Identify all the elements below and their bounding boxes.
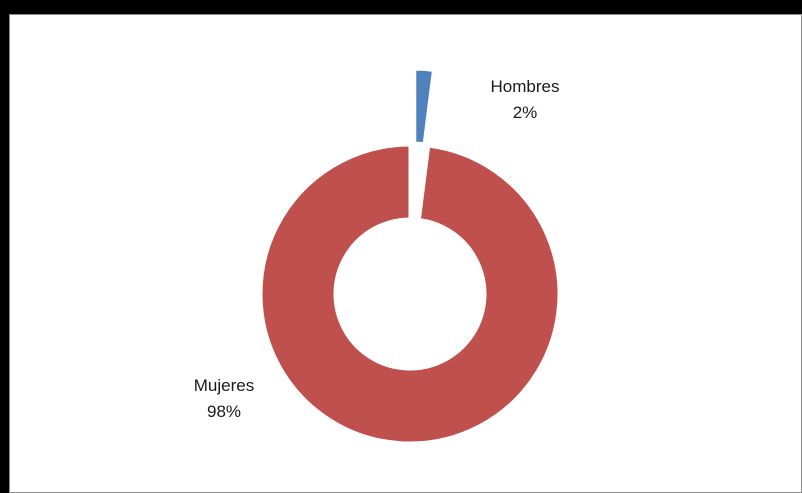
hombres-value-label: 2% bbox=[513, 103, 538, 122]
mujeres-label: Mujeres bbox=[194, 376, 254, 395]
slice-mujeres bbox=[259, 143, 561, 445]
slices-group bbox=[259, 67, 561, 445]
slice-hombres bbox=[413, 67, 436, 146]
mujeres-value-label: 98% bbox=[207, 402, 241, 421]
hombres-label: Hombres bbox=[491, 77, 560, 96]
